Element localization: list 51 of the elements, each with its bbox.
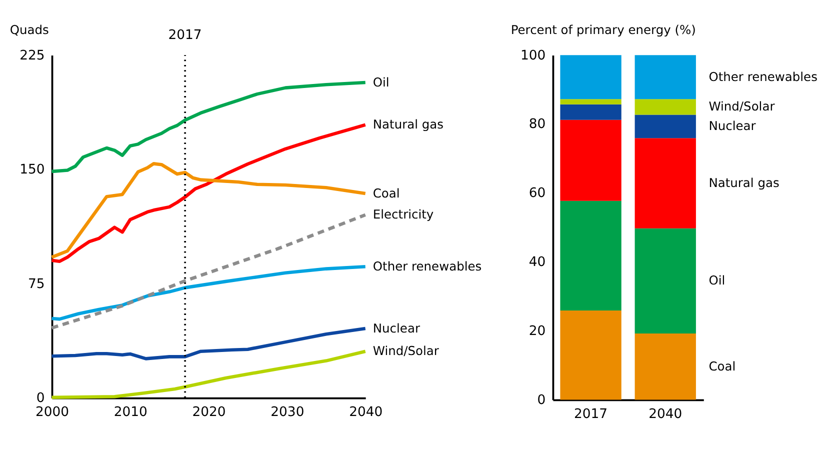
series-label: Coal [708, 359, 736, 374]
bar [560, 55, 622, 100]
series-label: Natural gas [372, 118, 444, 132]
series-label: Coal [372, 186, 400, 200]
series-label: Electricity [372, 208, 434, 222]
y-tick-label: 60 [528, 186, 546, 202]
line-series [50, 162, 368, 259]
bar [634, 99, 696, 115]
bar [634, 334, 696, 400]
bar [560, 120, 622, 201]
line-series [50, 326, 368, 360]
y-axis-title: Percent of primary energy (%) [510, 22, 696, 37]
bar [634, 228, 696, 334]
bar [560, 200, 622, 310]
bar [560, 99, 622, 104]
y-tick-label: 225 [20, 48, 45, 64]
x-tick-label: 2010 [114, 405, 148, 420]
bar [560, 104, 622, 120]
line-series [50, 213, 368, 330]
series-label: Other renewables [372, 259, 482, 274]
line-series [50, 123, 368, 263]
series-label: Nuclear [372, 321, 421, 336]
y-tick-label: 40 [528, 255, 546, 270]
y-axis-title: Quads [10, 22, 49, 37]
y-tick-label: 0 [36, 391, 45, 406]
series-label: Other renewables [708, 70, 818, 84]
series-label: Wind/Solar [708, 100, 776, 114]
bar [560, 310, 622, 400]
x-tick-label: 2000 [35, 405, 70, 420]
series-label: Oil [708, 274, 726, 288]
x-tick-label: 2017 [574, 407, 608, 422]
series-label: Oil [372, 75, 390, 90]
y-tick-label: 0 [537, 392, 546, 408]
x-tick-label: 2040 [349, 405, 383, 420]
x-tick-label: 2030 [270, 405, 304, 420]
series-label: Natural gas [708, 176, 780, 190]
bar [634, 138, 696, 228]
line-series [50, 265, 368, 321]
y-tick-label: 100 [520, 48, 546, 64]
y-tick-label: 20 [528, 324, 546, 340]
x-tick-label: 2040 [648, 407, 682, 422]
line-series [50, 80, 368, 174]
ref-line-label: 2017 [168, 28, 202, 44]
y-tick-label: 80 [528, 117, 546, 132]
series-label: Wind/Solar [372, 344, 440, 358]
x-tick-label: 2020 [192, 405, 226, 420]
bar [634, 114, 696, 138]
series-label: Nuclear [708, 119, 757, 134]
y-tick-label: 75 [28, 276, 45, 292]
y-tick-label: 150 [20, 162, 45, 178]
bar [634, 55, 696, 100]
